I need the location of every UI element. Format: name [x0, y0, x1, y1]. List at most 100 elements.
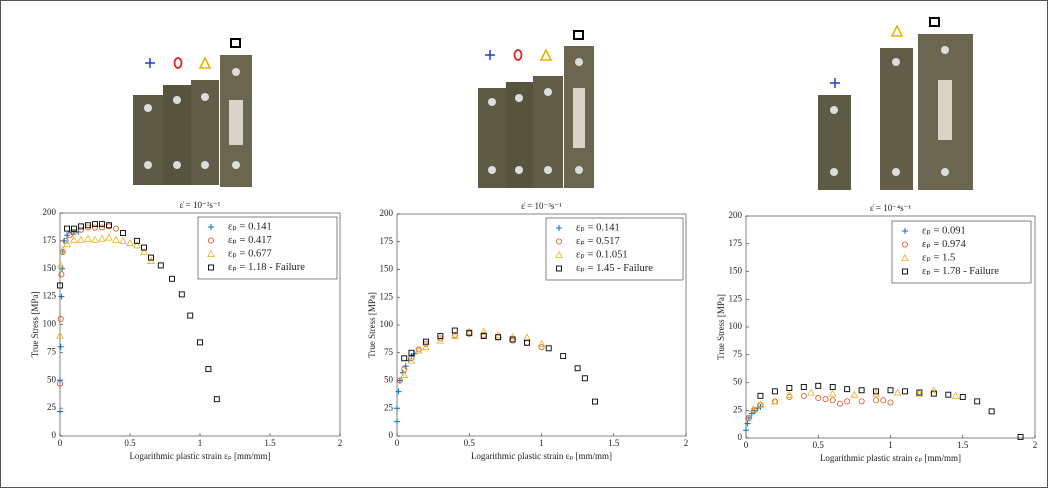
marker-triangle	[807, 388, 815, 396]
marker-square	[78, 223, 84, 230]
x-tick-label: 0	[744, 440, 749, 450]
marker-square	[401, 355, 408, 362]
marker-square	[466, 329, 473, 336]
y-tick-label: 100	[380, 319, 394, 329]
y-tick-label: 75	[47, 346, 57, 356]
marker-square	[757, 392, 764, 399]
marker-circle	[66, 232, 73, 239]
marker-plus	[396, 377, 403, 384]
y-tick-label: 75	[733, 349, 743, 359]
marker-square	[844, 386, 851, 393]
marker-circle	[538, 344, 545, 351]
legend-marker	[556, 265, 562, 272]
legend-label: εₚ = 0.091	[922, 225, 966, 236]
marker-square	[85, 222, 91, 229]
marker-circle	[57, 315, 64, 322]
marker-triangle	[84, 234, 92, 242]
x-tick-label: 1.5	[608, 438, 620, 448]
marker-plus	[57, 408, 63, 415]
marker-square	[92, 221, 98, 228]
marker-triangle	[140, 247, 148, 256]
marker-square	[480, 333, 487, 340]
marker-triangle	[537, 339, 546, 347]
marker-circle	[71, 228, 78, 235]
y-tick-label: 200	[729, 210, 743, 220]
legend-box	[545, 217, 684, 281]
legend-label: εₚ = 0.677	[228, 248, 272, 259]
x-tick-label: 1	[198, 438, 203, 448]
marker-triangle	[479, 327, 488, 335]
legend-marker	[555, 250, 563, 259]
marker-square	[71, 225, 77, 232]
marker-square	[873, 388, 879, 395]
marker-square	[945, 391, 952, 398]
marker-circle	[396, 377, 403, 384]
marker-square	[134, 237, 140, 244]
marker-triangle	[450, 332, 459, 340]
marker-triangle	[414, 346, 423, 354]
marker-square	[495, 334, 502, 341]
marker-square	[545, 345, 552, 352]
x-axis-label: Logarithmic plastic strain εₚ [mm/mm]	[129, 451, 270, 461]
y-axis-label: True Stress [MPa]	[367, 292, 377, 358]
marker-triangle	[422, 343, 430, 351]
x-tick-label: 1.5	[957, 440, 969, 450]
marker-plus	[402, 363, 409, 370]
y-tick-label: 175	[43, 235, 57, 245]
legend-label: εₚ = 0.517	[576, 236, 620, 247]
legend-label: εₚ = 0.417	[228, 235, 272, 246]
legend-marker	[902, 228, 908, 234]
marker-triangle	[63, 240, 71, 248]
marker-circle	[57, 380, 64, 387]
x-axis-label: Logarithmic plastic strain εₚ [mm/mm]	[820, 453, 961, 463]
marker-square	[902, 388, 908, 395]
marker-square	[815, 382, 822, 389]
marker-triangle	[436, 336, 445, 344]
marker-triangle	[915, 389, 924, 397]
y-tick-label: 0	[738, 432, 743, 442]
marker-square	[178, 291, 185, 298]
y-tick-label: 50	[47, 374, 57, 384]
x-tick-label: 1	[888, 440, 893, 450]
y-tick-label: 125	[380, 291, 394, 301]
legend-marker	[208, 224, 214, 230]
legend-marker	[208, 264, 214, 271]
y-axis-label: True Stress [MPa]	[716, 294, 726, 360]
y-tick-label: 150	[43, 263, 57, 273]
marker-square	[64, 225, 70, 232]
marker-square	[106, 222, 112, 229]
marker-square	[157, 262, 164, 269]
chart-title: ε̇ = 10⁻³s⁻¹	[521, 201, 562, 211]
y-tick-label: 100	[729, 321, 743, 331]
marker-circle	[873, 397, 880, 404]
marker-plus	[743, 427, 749, 434]
marker-triangle	[126, 239, 134, 247]
marker-square	[829, 383, 836, 390]
marker-square	[592, 398, 598, 405]
specimen-photos	[478, 30, 594, 188]
marker-square	[509, 336, 516, 343]
marker-circle	[858, 398, 865, 405]
marker-circle	[800, 392, 807, 399]
x-tick-label: 1	[539, 438, 544, 448]
y-tick-label: 100	[43, 319, 57, 329]
x-tick-label: 0.5	[124, 438, 136, 448]
y-tick-label: 200	[43, 207, 57, 217]
y-axis-label: True Stress [MPa]	[30, 292, 40, 358]
marker-plus	[57, 377, 63, 384]
marker-square	[959, 393, 966, 400]
marker-plus	[57, 343, 64, 350]
marker-square	[451, 327, 458, 334]
marker-triangle	[771, 397, 779, 405]
marker-triangle	[872, 389, 880, 397]
legend-marker	[207, 237, 214, 244]
marker-triangle	[98, 234, 106, 242]
y-tick-label: 0	[52, 430, 57, 440]
marker-square	[422, 338, 429, 345]
marker-triangle	[850, 390, 859, 398]
marker-square	[581, 375, 588, 382]
marker-square	[213, 396, 220, 403]
x-tick-label: 0.5	[813, 440, 825, 450]
y-tick-label: 125	[729, 293, 743, 303]
